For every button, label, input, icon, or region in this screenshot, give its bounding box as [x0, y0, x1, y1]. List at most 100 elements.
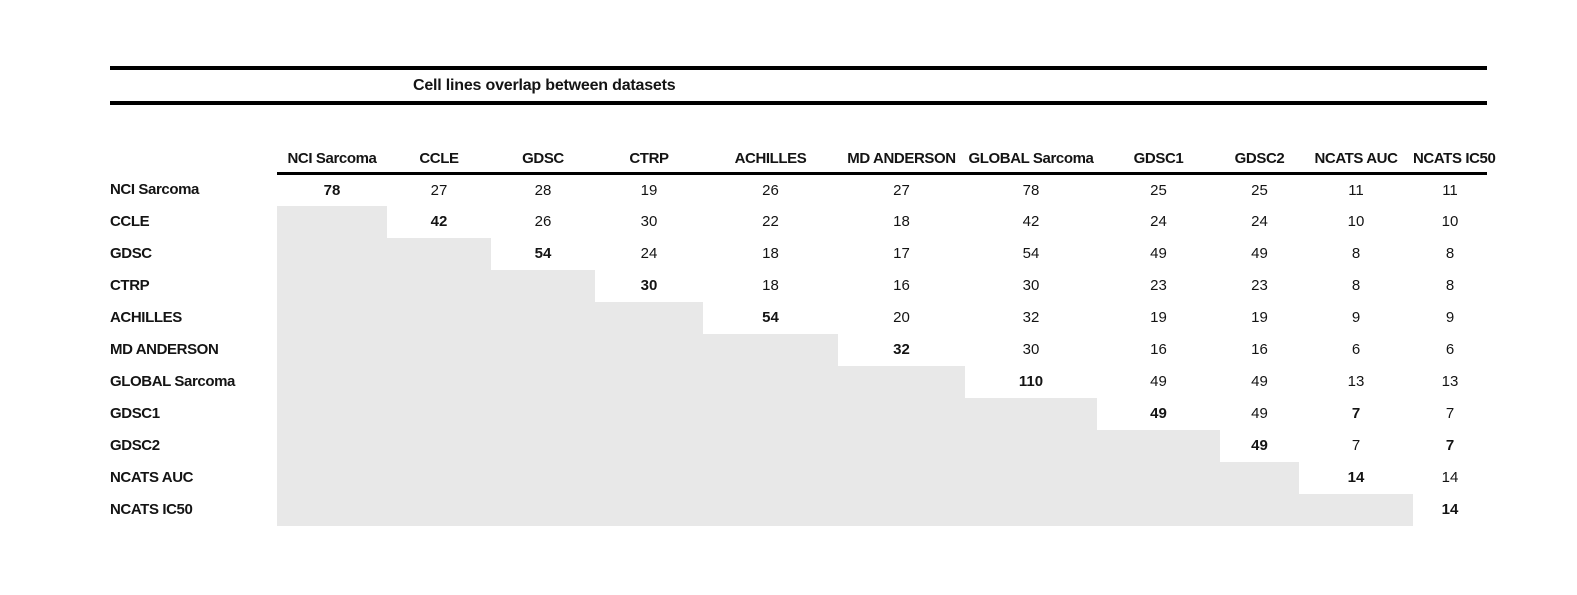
row-header: NCI Sarcoma [110, 181, 199, 198]
matrix-cell: 54 [1022, 245, 1040, 262]
matrix-cell: 49 [1150, 405, 1167, 422]
matrix-cell: 19 [1251, 309, 1268, 326]
row-header: NCATS AUC [110, 469, 194, 486]
matrix-cell: 16 [893, 277, 910, 294]
column-header: ACHILLES [703, 105, 838, 175]
matrix-cell: 7 [1445, 405, 1455, 422]
matrix-cell: 10 [1347, 213, 1365, 230]
column-header-row: NCI Sarcoma CCLE GDSC CTRP ACHILLES MD ANDERS… [110, 105, 1496, 175]
row-header: MD ANDERSON [110, 341, 219, 358]
row-header: CTRP [110, 277, 150, 294]
shaded-cell [491, 333, 595, 366]
column-header: NCATS IC50 [1413, 105, 1496, 175]
matrix-cell: 11 [1442, 181, 1458, 199]
matrix-cell: 26 [534, 213, 552, 230]
row-header: GDSC1 [110, 405, 160, 422]
shaded-cell [703, 397, 838, 430]
table-row: ACHILLES 54 20 32 19 19 9 9 [110, 301, 1487, 334]
matrix-cell: 22 [762, 213, 779, 230]
matrix-cell: 23 [1150, 277, 1167, 294]
shaded-cell [277, 269, 387, 302]
shaded-cell [838, 493, 965, 526]
column-header: NCI Sarcoma [277, 105, 387, 175]
shaded-cell [838, 365, 965, 398]
shaded-cell [387, 269, 491, 302]
shaded-cell [277, 461, 387, 494]
matrix-cell: 30 [1022, 277, 1040, 294]
matrix-cell: 8 [1351, 245, 1361, 262]
shaded-cell [387, 237, 491, 270]
table-row: NCI Sarcoma 78 27 28 19 26 27 78 25 25 11 11 [110, 174, 1487, 206]
table-title-band: Cell lines overlap between datasets [110, 66, 1487, 105]
matrix-cell: 9 [1445, 309, 1455, 326]
matrix-cell: 7 [1445, 437, 1455, 454]
column-header: GDSC2 [1220, 105, 1299, 175]
shaded-cell [491, 461, 595, 494]
shaded-cell [965, 397, 1097, 430]
shaded-cell [595, 461, 703, 494]
matrix-cell: 17 [893, 245, 910, 262]
matrix-cell: 8 [1351, 277, 1361, 294]
matrix-cell: 30 [1022, 341, 1040, 358]
column-header: MD ANDERSON [838, 105, 965, 175]
shaded-cell [838, 397, 965, 430]
shaded-cell [491, 301, 595, 334]
overlap-matrix-table: NCI Sarcoma CCLE GDSC CTRP ACHILLES MD ANDERS… [110, 105, 1496, 526]
corner-cell [110, 105, 277, 174]
matrix-cell: 49 [1251, 437, 1268, 454]
matrix-cell: 9 [1351, 309, 1361, 326]
matrix-cell: 28 [534, 181, 552, 199]
shaded-cell [1097, 461, 1220, 494]
shaded-cell [965, 461, 1097, 494]
shaded-cell [387, 493, 491, 526]
shaded-cell [595, 429, 703, 462]
shaded-cell [387, 365, 491, 398]
overlap-table-figure: Cell lines overlap between datasets NCI … [110, 66, 1496, 526]
matrix-cell: 27 [430, 181, 448, 199]
shaded-cell [491, 269, 595, 302]
shaded-cell [277, 301, 387, 334]
matrix-cell: 26 [762, 181, 779, 199]
matrix-cell: 24 [640, 245, 658, 262]
shaded-cell [387, 333, 491, 366]
matrix-cell: 14 [1441, 469, 1459, 486]
shaded-cell [277, 493, 387, 526]
matrix-cell: 32 [1022, 309, 1040, 326]
table-row: GLOBAL Sarcoma 110 49 49 13 13 [110, 365, 1487, 398]
matrix-cell: 54 [762, 309, 779, 326]
matrix-cell: 7 [1351, 405, 1361, 422]
matrix-cell: 42 [430, 213, 448, 230]
table-row: NCATS IC50 14 [110, 493, 1487, 526]
row-header: CCLE [110, 213, 150, 230]
row-header: GDSC2 [110, 437, 160, 454]
matrix-cell: 11 [1348, 181, 1364, 199]
shaded-cell [703, 429, 838, 462]
shaded-cell [387, 397, 491, 430]
shaded-cell [491, 365, 595, 398]
matrix-cell: 110 [1018, 373, 1044, 390]
shaded-cell [703, 365, 838, 398]
row-header: GLOBAL Sarcoma [110, 373, 235, 390]
matrix-cell: 25 [1150, 181, 1167, 199]
column-header: CTRP [595, 105, 703, 175]
matrix-cell: 24 [1251, 213, 1268, 230]
column-header: CCLE [387, 105, 491, 175]
shaded-cell [595, 301, 703, 334]
matrix-cell: 23 [1251, 277, 1268, 294]
matrix-cell: 14 [1441, 501, 1459, 518]
matrix-cell: 19 [1150, 309, 1167, 326]
matrix-cell: 30 [640, 213, 658, 230]
shaded-cell [277, 365, 387, 398]
matrix-cell: 10 [1441, 213, 1459, 230]
shaded-cell [277, 397, 387, 430]
shaded-cell [1220, 493, 1299, 526]
table-row: GDSC1 49 49 7 7 [110, 397, 1487, 430]
matrix-cell: 8 [1445, 277, 1455, 294]
matrix-cell: 49 [1150, 373, 1167, 390]
shaded-cell [838, 461, 965, 494]
matrix-cell: 13 [1347, 373, 1365, 390]
matrix-cell: 78 [323, 181, 341, 199]
matrix-cell: 49 [1251, 245, 1268, 262]
matrix-cell: 49 [1150, 245, 1167, 262]
shaded-cell [703, 493, 838, 526]
